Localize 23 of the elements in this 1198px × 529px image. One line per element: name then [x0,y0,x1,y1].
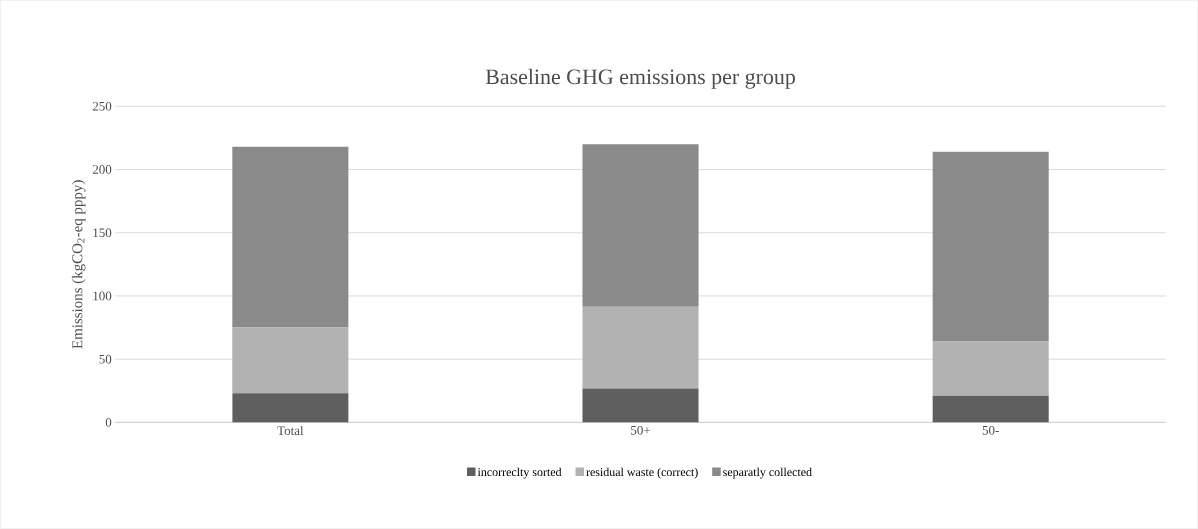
bar [232,393,349,423]
bar [232,327,349,394]
bar [582,388,699,423]
legend-label: incorreclty sorted [477,467,562,479]
y-tick-label: 100 [93,291,112,301]
y-tick-label: 200 [92,165,112,175]
y-tick-label: 0 [105,418,112,427]
legend-label: residual waste (correct) [586,467,698,479]
chart-title: Baseline GHG emissions per group [485,68,795,89]
bar [232,146,349,328]
x-tick-label: 50- [982,426,999,435]
y-axis-title: Emissions (kgCO$_{2}$-eq pppy) [71,180,86,349]
bar [582,306,699,389]
y-tick-label: 150 [93,228,112,238]
bar [932,396,1049,423]
legend-label: separatly collected [723,467,812,479]
y-tick-label: 50 [99,354,112,364]
bar [932,151,1049,342]
bar [582,144,699,307]
bar [932,341,1049,397]
y-tick-label: 250 [92,102,112,111]
x-tick-label: Total [277,426,304,436]
x-tick-label: 50+ [631,426,651,435]
